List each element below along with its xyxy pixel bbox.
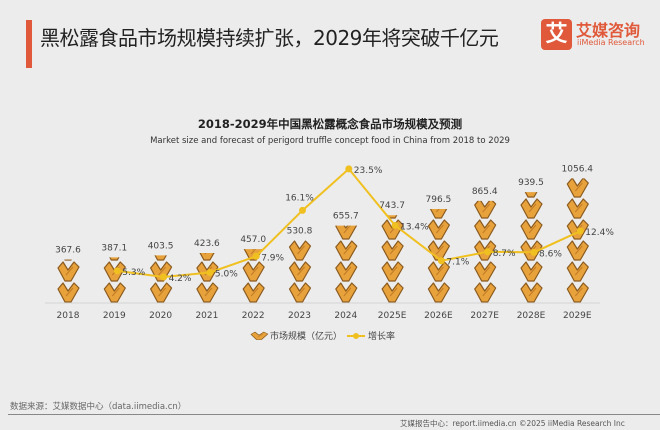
- truffle-icon: [566, 282, 589, 303]
- page-title: 黑松露食品市场规模持续扩张，2029年将突破千亿元: [40, 26, 499, 50]
- x-tick-label: 2028E: [517, 311, 546, 321]
- bar-value-label: 387.1: [101, 243, 127, 253]
- bar-value-label: 403.5: [148, 241, 174, 251]
- truffle-icon: [520, 261, 543, 282]
- title-accent-bar: [26, 20, 32, 68]
- truffle-icon: [520, 198, 543, 219]
- truffle-icon: [335, 240, 358, 261]
- truffle-icon: [335, 261, 358, 282]
- bar-value-label: 457.0: [240, 235, 266, 245]
- bar-value-label: 367.6: [55, 246, 81, 256]
- growth-label: 13.4%: [400, 222, 429, 232]
- growth-point: [113, 267, 121, 275]
- x-tick-label: 2022: [242, 311, 265, 321]
- growth-label: 8.7%: [493, 249, 516, 259]
- truffle-icon: [335, 282, 358, 303]
- x-tick-label: 2024: [334, 311, 357, 321]
- legend-line-label: 增长率: [368, 330, 395, 342]
- x-tick-label: 2027E: [470, 311, 499, 321]
- bar-value-label: 1056.4: [562, 164, 594, 174]
- growth-label: 5.3%: [122, 268, 145, 278]
- x-tick-label: 2026E: [424, 311, 453, 321]
- logo-en: iiMedia Research: [577, 38, 645, 47]
- truffle-icon: [474, 219, 497, 240]
- growth-label: 7.1%: [446, 258, 469, 268]
- growth-point: [437, 257, 445, 265]
- truffle-icon: [196, 282, 219, 303]
- truffle-icon: [288, 261, 312, 282]
- bar-value-label: 865.4: [472, 187, 498, 197]
- truffle-icon: [474, 261, 497, 282]
- bar-value-label: 423.6: [194, 239, 220, 249]
- growth-label: 12.4%: [585, 228, 614, 238]
- truffle-icon: [335, 225, 358, 240]
- x-tick-label: 2018: [57, 311, 80, 321]
- logo-cn: 艾媒咨询: [576, 21, 641, 40]
- truffle-icon: [103, 282, 126, 303]
- growth-point: [530, 248, 538, 256]
- pictogram-bar: [288, 240, 312, 303]
- pictogram-bar: [520, 192, 543, 303]
- x-tick-label: 2021: [195, 311, 218, 321]
- growth-point: [345, 165, 353, 173]
- truffle-icon: [288, 240, 312, 261]
- growth-point: [160, 273, 168, 281]
- truffle-icon: [566, 261, 589, 282]
- growth-line: [117, 167, 581, 278]
- growth-point: [252, 252, 260, 260]
- growth-point: [391, 221, 399, 229]
- growth-label: 8.6%: [539, 249, 562, 259]
- growth-label: 5.0%: [215, 270, 238, 280]
- bar-value-label: 743.7: [379, 201, 405, 211]
- truffle-icon: [474, 200, 497, 219]
- x-tick-label: 2020: [149, 311, 172, 321]
- growth-point: [206, 269, 214, 276]
- truffle-icon: [474, 282, 497, 303]
- footer-divider: [8, 414, 660, 415]
- pictogram-bar: [335, 225, 358, 303]
- truffle-icon: [150, 282, 173, 303]
- truffle-icon: [57, 282, 80, 303]
- chart-title: 2018-2029年中国黑松露概念食品市场规模及预测: [197, 117, 463, 131]
- logo-mark: 艾: [541, 19, 572, 50]
- truffle-icon: [520, 282, 543, 303]
- legend-pictogram-icon: [250, 331, 269, 341]
- legend-line-marker: [353, 333, 359, 339]
- chart-subtitle: Market size and forecast of perigord tru…: [150, 136, 510, 146]
- bar-value-label: 530.8: [287, 226, 313, 236]
- truffle-icon: [566, 240, 589, 261]
- growth-label: 4.2%: [169, 274, 192, 284]
- pictogram-bar: [427, 209, 450, 303]
- data-source: 数据来源：艾媒数据中心（data.iimedia.cn）: [10, 402, 187, 412]
- growth-point: [484, 248, 492, 256]
- truffle-icon: [381, 240, 404, 261]
- truffle-icon: [381, 261, 404, 282]
- growth-label: 23.5%: [354, 166, 383, 176]
- truffle-icon: [242, 282, 265, 303]
- bar-value-label: 796.5: [426, 195, 452, 205]
- x-tick-label: 2025E: [378, 311, 407, 321]
- truffle-icon: [57, 261, 80, 282]
- growth-label: 7.9%: [261, 253, 284, 263]
- truffle-icon: [427, 282, 450, 303]
- truffle-icon: [566, 198, 589, 219]
- growth-label: 16.1%: [285, 193, 314, 203]
- x-tick-label: 2023: [288, 311, 311, 321]
- x-tick-label: 2019: [103, 311, 126, 321]
- chart: 367.6 2018 387.1 2019 403.5 2020 423.6 2021 457.…: [45, 164, 614, 342]
- truffle-icon: [566, 178, 589, 198]
- truffle-icon: [427, 219, 450, 240]
- growth-point: [576, 227, 584, 235]
- truffle-icon: [242, 261, 265, 282]
- truffle-icon: [520, 219, 543, 240]
- legend-bar-label: 市场规模（亿元）: [270, 330, 342, 342]
- bar-value-label: 939.5: [518, 178, 544, 188]
- growth-point: [299, 206, 306, 214]
- truffle-icon: [288, 282, 312, 303]
- truffle-icon: [381, 282, 404, 303]
- footer-text: 艾媒报告中心：report.iimedia.cn ©2025 iiMedia R…: [400, 419, 625, 428]
- pictogram-bar: [566, 178, 589, 303]
- bar-value-label: 655.7: [333, 212, 359, 222]
- x-tick-label: 2029E: [563, 311, 592, 321]
